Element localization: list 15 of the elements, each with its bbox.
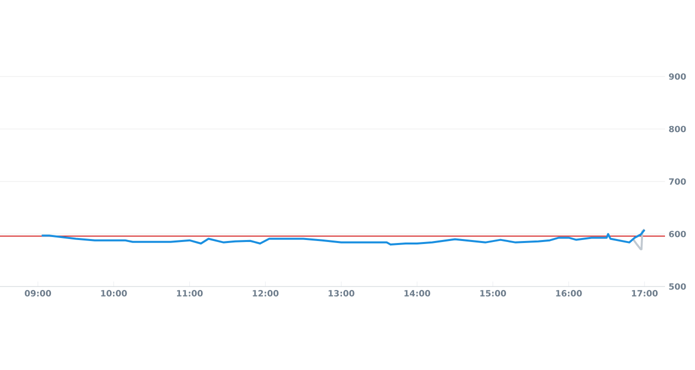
x-tick-label: 16:00 [556, 290, 582, 296]
x-tick-label: 12:00 [252, 290, 279, 296]
y-tick-label: 700 [669, 178, 686, 185]
x-tick-label: 11:00 [177, 290, 203, 296]
x-tick-label: 10:00 [101, 290, 127, 296]
line-series [632, 228, 646, 250]
x-tick-label: 13:00 [328, 290, 354, 296]
y-tick-label: 800 [669, 126, 686, 132]
y-tick-label: 600 [669, 230, 686, 238]
y-tick-label: 900 [668, 73, 686, 80]
x-tick-label: 09:00 [24, 290, 52, 296]
x-tick-label: 15:00 [480, 290, 506, 296]
y-tick-label: 500 [669, 283, 686, 290]
x-tick-label: 17:00 [632, 290, 658, 296]
x-tick-label: 14:00 [404, 290, 430, 296]
